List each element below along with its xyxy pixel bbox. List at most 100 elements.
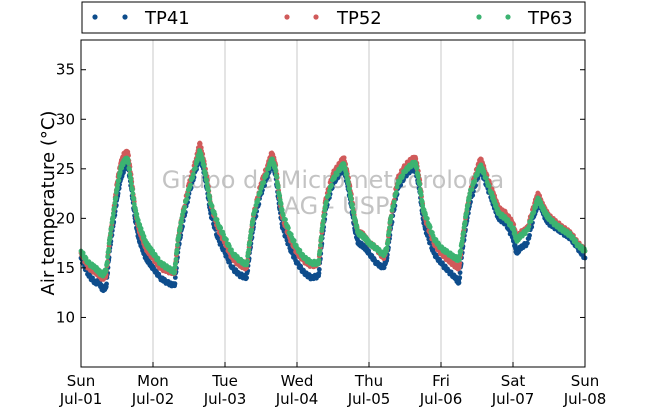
data-point (458, 248, 464, 253)
legend-label-tp41: TP41 (144, 8, 190, 29)
data-point (244, 275, 250, 281)
data-point (320, 222, 326, 228)
data-point (264, 171, 270, 177)
data-point (292, 254, 298, 260)
data-point (247, 240, 253, 245)
data-point (190, 171, 196, 177)
data-point (527, 233, 532, 238)
data-point (283, 217, 288, 223)
x-tick-label-day: Tue (211, 372, 238, 390)
data-point (327, 188, 332, 194)
data-point (341, 162, 347, 167)
data-point (317, 248, 323, 254)
data-point (291, 238, 297, 243)
data-point (172, 281, 178, 287)
data-point (127, 171, 133, 177)
data-point (341, 155, 347, 161)
data-point (113, 195, 119, 201)
data-point (320, 218, 326, 224)
data-point (212, 212, 218, 217)
data-point (414, 165, 420, 171)
data-point (388, 214, 394, 219)
legend-item-tp41: TP41 (92, 8, 190, 29)
data-point (126, 160, 131, 166)
data-point (207, 196, 213, 202)
data-point (134, 211, 140, 217)
legend-item-tp63: TP63 (476, 8, 573, 29)
data-point (204, 177, 210, 183)
data-point (248, 233, 253, 238)
data-point (393, 189, 399, 195)
data-point (385, 237, 391, 243)
data-point (244, 258, 250, 264)
data-point (386, 229, 392, 235)
series-tp63 (78, 148, 588, 279)
data-point (201, 163, 207, 169)
data-point (316, 270, 322, 276)
data-point (173, 256, 179, 262)
data-point (174, 247, 180, 253)
x-tick-label-date: Jul-01 (59, 390, 103, 408)
data-point (250, 216, 256, 222)
x-tick-label-day: Wed (281, 372, 314, 390)
data-point (193, 165, 198, 171)
data-point (203, 172, 208, 178)
x-axis: SunJul-01MonJul-02TueJul-03WedJul-04ThuJ… (59, 362, 606, 408)
data-point (318, 242, 323, 248)
data-point (130, 186, 135, 192)
y-tick-label: 10 (56, 308, 75, 326)
data-point (116, 178, 122, 183)
x-tick-label-date: Jul-06 (419, 390, 463, 408)
data-point (417, 182, 423, 187)
x-tick-label-date: Jul-02 (131, 390, 175, 408)
y-tick-label: 15 (56, 259, 75, 277)
data-point (252, 207, 258, 213)
data-point (182, 204, 188, 210)
legend-item-tp52: TP52 (284, 8, 382, 29)
data-point (465, 202, 471, 208)
data-point (456, 257, 462, 262)
data-point (107, 235, 113, 240)
data-point (329, 182, 334, 188)
data-point (179, 215, 185, 221)
data-point (528, 218, 534, 224)
data-point (316, 267, 322, 272)
x-tick-label-day: Fri (432, 372, 450, 390)
data-point (176, 233, 182, 238)
data-point (128, 177, 134, 183)
data-point (184, 196, 190, 202)
legend-marker-tp52 (313, 14, 319, 20)
x-tick-label-date: Jul-07 (491, 390, 535, 408)
y-axis: 10 15 20 25 30 35 (56, 61, 585, 326)
data-point (185, 192, 190, 198)
data-point (387, 225, 392, 231)
y-tick-label: 30 (56, 110, 75, 128)
data-point (462, 219, 468, 225)
legend-marker-tp63 (505, 14, 511, 20)
data-point (218, 225, 224, 231)
data-point (483, 175, 489, 181)
data-point (456, 280, 462, 286)
data-point (460, 235, 465, 241)
data-point (391, 203, 396, 209)
data-point (424, 216, 430, 222)
data-point (249, 227, 255, 233)
data-point (224, 237, 229, 242)
data-point (461, 230, 467, 235)
grid-layer (152, 40, 514, 367)
data-point (277, 193, 283, 199)
data-point (348, 197, 354, 202)
y-tick-label: 35 (56, 61, 75, 79)
x-tick-label-date: Jul-03 (203, 390, 247, 408)
data-point (321, 212, 327, 218)
data-point (273, 168, 279, 174)
data-point (326, 192, 332, 198)
data-point (261, 179, 267, 185)
data-point (285, 225, 291, 231)
data-point (226, 243, 232, 249)
data-point (531, 209, 537, 215)
data-point (464, 210, 469, 216)
data-point (188, 182, 193, 188)
legend-frame (81, 1, 586, 34)
